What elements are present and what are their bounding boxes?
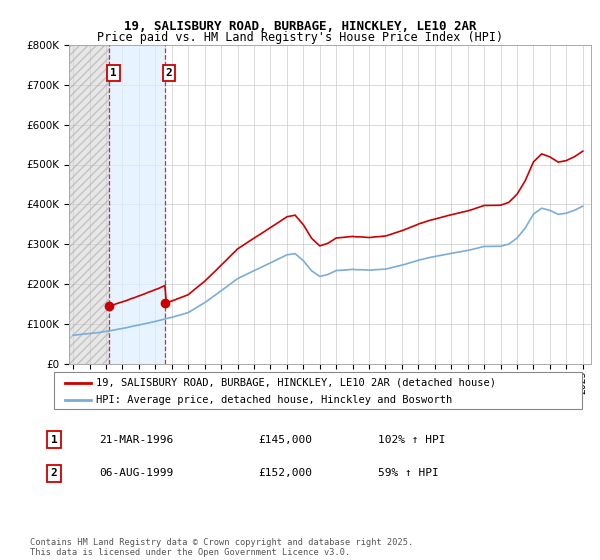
Text: Contains HM Land Registry data © Crown copyright and database right 2025.
This d: Contains HM Land Registry data © Crown c… xyxy=(30,538,413,557)
Bar xyxy=(69,45,109,364)
Text: 19, SALISBURY ROAD, BURBAGE, HINCKLEY, LE10 2AR (detached house): 19, SALISBURY ROAD, BURBAGE, HINCKLEY, L… xyxy=(96,377,496,388)
Text: 1: 1 xyxy=(110,68,117,78)
Text: 2: 2 xyxy=(166,68,173,78)
Text: HPI: Average price, detached house, Hinckley and Bosworth: HPI: Average price, detached house, Hinc… xyxy=(96,395,452,405)
FancyBboxPatch shape xyxy=(54,372,582,409)
Text: 2: 2 xyxy=(50,468,58,478)
Text: Price paid vs. HM Land Registry's House Price Index (HPI): Price paid vs. HM Land Registry's House … xyxy=(97,31,503,44)
Text: £145,000: £145,000 xyxy=(258,435,312,445)
Text: 59% ↑ HPI: 59% ↑ HPI xyxy=(378,468,439,478)
Text: £152,000: £152,000 xyxy=(258,468,312,478)
Text: 19, SALISBURY ROAD, BURBAGE, HINCKLEY, LE10 2AR: 19, SALISBURY ROAD, BURBAGE, HINCKLEY, L… xyxy=(124,20,476,32)
Text: 1: 1 xyxy=(50,435,58,445)
Text: 06-AUG-1999: 06-AUG-1999 xyxy=(99,468,173,478)
Bar xyxy=(109,45,165,364)
Text: 102% ↑ HPI: 102% ↑ HPI xyxy=(378,435,445,445)
Text: 21-MAR-1996: 21-MAR-1996 xyxy=(99,435,173,445)
Bar xyxy=(69,45,109,364)
